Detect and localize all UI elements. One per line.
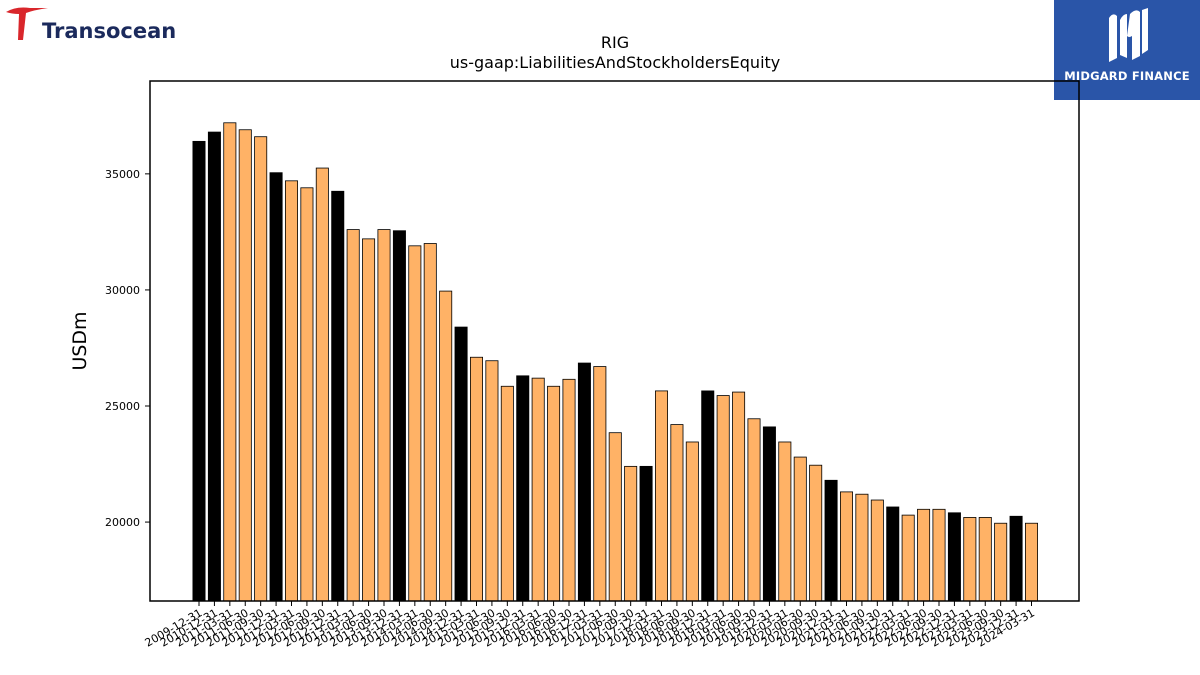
- bar-2018-09-30: [685, 441, 699, 602]
- bar-2019-06-30: [732, 391, 746, 602]
- transocean-t-icon: [6, 7, 48, 40]
- bar-2020-09-30: [809, 464, 823, 602]
- bar-2015-12-31: [516, 375, 530, 602]
- y-tick-label: 35000: [105, 168, 140, 181]
- bar-2015-06-30: [485, 360, 499, 602]
- bar-2020-12-31: [824, 479, 838, 602]
- bar-2012-09-30: [315, 167, 329, 602]
- bar-2016-12-31: [577, 362, 591, 602]
- bar-2013-06-30: [362, 238, 376, 602]
- bar-2017-03-31: [593, 366, 607, 602]
- bar-2014-03-31: [408, 245, 422, 602]
- bar-2014-09-30: [439, 290, 453, 602]
- y-tick-label: 20000: [105, 516, 140, 529]
- bar-2021-06-30: [855, 493, 869, 602]
- bar-2020-03-31: [778, 441, 792, 602]
- bar-2022-06-30: [917, 508, 931, 602]
- bar-2017-12-31: [639, 465, 653, 602]
- bar-2014-06-30: [423, 243, 437, 602]
- bar-2022-12-31: [947, 512, 961, 602]
- y-axis: 20000 25000 30000 35000: [105, 168, 150, 529]
- midgard-finance-emblem-icon: [1109, 8, 1148, 62]
- bar-2013-12-31: [392, 230, 406, 602]
- y-axis-label: USDm: [69, 311, 91, 370]
- chart-title: RIG: [601, 33, 629, 52]
- bar-2023-09-30: [994, 522, 1008, 602]
- transocean-logo-mark: Transocean: [6, 7, 176, 43]
- bar-2023-06-30: [978, 517, 992, 602]
- bar-2023-12-31: [1009, 515, 1023, 602]
- bar-2016-06-30: [547, 385, 561, 602]
- bar-2014-12-31: [454, 326, 468, 602]
- bar-2017-09-30: [624, 465, 638, 602]
- x-axis: 2009-12-312010-12-312011-03-312011-06-30…: [143, 601, 1037, 650]
- bar-2018-12-31: [701, 390, 715, 602]
- bar-2023-03-31: [963, 517, 977, 602]
- bar-2012-12-31: [331, 190, 345, 602]
- bar-2013-09-30: [377, 229, 391, 602]
- bar-2018-06-30: [670, 424, 684, 602]
- bar-2021-12-31: [886, 506, 900, 602]
- bar-2016-03-31: [531, 377, 545, 602]
- bar-2012-03-31: [284, 180, 298, 602]
- bar-2022-03-31: [901, 514, 915, 602]
- bar-2018-03-31: [655, 390, 669, 602]
- bar-2011-09-30: [254, 136, 268, 602]
- bar-2019-03-31: [716, 395, 730, 602]
- y-tick-label: 30000: [105, 284, 140, 297]
- transocean-logo: Transocean: [4, 4, 184, 44]
- y-tick-label: 25000: [105, 400, 140, 413]
- bar-2013-03-31: [346, 229, 360, 602]
- bar-2022-09-30: [932, 508, 946, 602]
- bar-2015-09-30: [500, 385, 514, 602]
- transocean-logo-text: Transocean: [42, 19, 176, 43]
- bar-2021-09-30: [870, 499, 884, 602]
- chart-subtitle: us-gaap:LiabilitiesAndStockholdersEquity: [450, 53, 781, 72]
- bar-2011-03-31: [223, 122, 237, 602]
- bar-2015-03-31: [469, 356, 483, 602]
- bar-2019-09-30: [747, 418, 761, 602]
- bar-2011-06-30: [238, 129, 252, 602]
- bar-2019-12-31: [762, 426, 776, 602]
- plot-frame: [149, 80, 1080, 602]
- bar-2010-12-31: [207, 131, 221, 602]
- bar-2011-12-31: [269, 172, 283, 602]
- bar-2024-03-31: [1025, 522, 1039, 602]
- midgard-finance-logo-text: MIDGARD FINANCE: [1064, 69, 1190, 83]
- bars-group: [192, 122, 1039, 602]
- bar-2017-06-30: [608, 432, 622, 602]
- bar-2016-09-30: [562, 378, 576, 602]
- bar-2021-03-31: [840, 491, 854, 602]
- bar-2012-06-30: [300, 187, 314, 602]
- bar-2009-12-31: [192, 140, 206, 602]
- bar-2020-06-30: [793, 456, 807, 602]
